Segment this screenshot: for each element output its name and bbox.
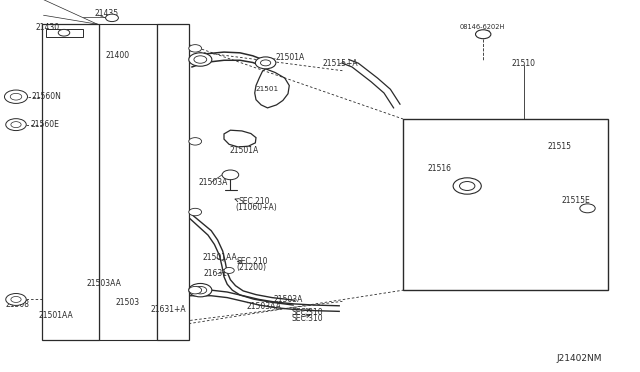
Text: 21508: 21508 bbox=[5, 300, 29, 309]
Text: 21503: 21503 bbox=[115, 298, 140, 307]
Text: (21200): (21200) bbox=[237, 263, 267, 272]
Text: 21631+A: 21631+A bbox=[150, 305, 186, 314]
Text: 21515: 21515 bbox=[547, 142, 572, 151]
Circle shape bbox=[6, 294, 26, 305]
Circle shape bbox=[255, 57, 276, 69]
Polygon shape bbox=[255, 69, 289, 108]
Bar bbox=[46, 29, 83, 37]
Bar bbox=[42, 24, 99, 340]
Text: 21501: 21501 bbox=[256, 86, 279, 92]
Text: 21503AA: 21503AA bbox=[86, 279, 121, 288]
Circle shape bbox=[476, 30, 491, 39]
Circle shape bbox=[460, 182, 475, 190]
Bar bbox=[157, 24, 189, 340]
Text: 21400: 21400 bbox=[106, 51, 130, 60]
Text: 21430: 21430 bbox=[35, 23, 60, 32]
Text: 08146-6202H: 08146-6202H bbox=[460, 24, 505, 30]
Text: 21501A: 21501A bbox=[275, 53, 305, 62]
Circle shape bbox=[453, 178, 481, 194]
Circle shape bbox=[4, 90, 28, 103]
Bar bbox=[403, 119, 608, 290]
Text: 21515+A: 21515+A bbox=[323, 59, 358, 68]
Text: 21503A: 21503A bbox=[198, 178, 228, 187]
Text: 21501AA: 21501AA bbox=[202, 253, 237, 262]
Circle shape bbox=[11, 296, 21, 302]
Circle shape bbox=[260, 60, 271, 66]
Polygon shape bbox=[413, 151, 541, 275]
Circle shape bbox=[10, 93, 22, 100]
Text: 21510: 21510 bbox=[512, 59, 536, 68]
Circle shape bbox=[194, 56, 207, 63]
Text: SEC.310: SEC.310 bbox=[291, 308, 323, 317]
Circle shape bbox=[6, 119, 26, 131]
Circle shape bbox=[189, 208, 202, 216]
Text: 21515E: 21515E bbox=[562, 196, 591, 205]
Circle shape bbox=[194, 286, 207, 294]
Circle shape bbox=[11, 122, 21, 128]
Text: 21516: 21516 bbox=[428, 164, 452, 173]
Circle shape bbox=[189, 283, 212, 297]
Text: 21501A: 21501A bbox=[229, 146, 259, 155]
Text: 21631: 21631 bbox=[204, 269, 228, 278]
Text: (11060+A): (11060+A) bbox=[236, 203, 277, 212]
Text: 21435: 21435 bbox=[95, 9, 119, 17]
Text: SEC.310: SEC.310 bbox=[291, 314, 323, 323]
Circle shape bbox=[189, 53, 212, 66]
Circle shape bbox=[106, 14, 118, 22]
Circle shape bbox=[580, 204, 595, 213]
Bar bbox=[99, 24, 157, 340]
Polygon shape bbox=[224, 130, 256, 147]
Circle shape bbox=[222, 170, 239, 180]
Text: J21402NM: J21402NM bbox=[557, 354, 602, 363]
Circle shape bbox=[189, 286, 202, 294]
Text: 21501AA: 21501AA bbox=[38, 311, 73, 320]
Text: SEC.210: SEC.210 bbox=[237, 257, 268, 266]
Text: 21560N: 21560N bbox=[32, 92, 62, 101]
Circle shape bbox=[189, 138, 202, 145]
Circle shape bbox=[189, 45, 202, 52]
Text: ( 2): ( 2) bbox=[479, 29, 490, 36]
Text: 21503AA: 21503AA bbox=[246, 302, 281, 311]
Circle shape bbox=[224, 267, 234, 273]
Text: 21560E: 21560E bbox=[31, 120, 60, 129]
Circle shape bbox=[58, 29, 70, 36]
Text: 21503A: 21503A bbox=[274, 295, 303, 304]
Text: SEC.210: SEC.210 bbox=[238, 197, 269, 206]
